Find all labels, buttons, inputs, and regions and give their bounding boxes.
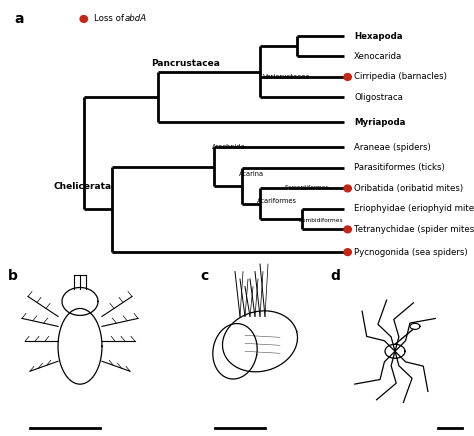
Text: Loss of: Loss of (94, 14, 127, 24)
Text: c: c (200, 269, 208, 283)
Text: Myriapoda: Myriapoda (354, 118, 406, 127)
Text: Acariformes: Acariformes (256, 198, 297, 204)
Text: Acarina: Acarina (238, 171, 264, 177)
Text: Arachnida: Arachnida (211, 144, 246, 150)
Text: Trombidiformes: Trombidiformes (298, 218, 343, 223)
Ellipse shape (344, 226, 351, 233)
Text: Cirripedia (barnacles): Cirripedia (barnacles) (354, 72, 447, 82)
Text: Pycnogonida (sea spiders): Pycnogonida (sea spiders) (354, 248, 468, 257)
Ellipse shape (344, 74, 351, 80)
Text: Pancrustacea: Pancrustacea (151, 59, 220, 68)
Ellipse shape (80, 16, 88, 22)
Text: a: a (14, 12, 24, 26)
Ellipse shape (344, 249, 351, 255)
Text: Sarcoptiformes: Sarcoptiformes (284, 185, 329, 190)
Text: Vericrustacea: Vericrustacea (263, 74, 310, 79)
Text: b: b (8, 269, 18, 283)
Text: Xenocarida: Xenocarida (354, 52, 402, 61)
Text: Hexapoda: Hexapoda (354, 31, 402, 41)
Text: d: d (330, 269, 340, 283)
Text: Tetranychidae (spider mites): Tetranychidae (spider mites) (354, 225, 474, 234)
Text: Oligostraca: Oligostraca (354, 93, 403, 102)
Text: Eriophyidae (eriophyid mites): Eriophyidae (eriophyid mites) (354, 204, 474, 213)
Ellipse shape (344, 185, 351, 192)
Text: Chelicerata: Chelicerata (54, 182, 112, 191)
Text: abdA: abdA (125, 14, 147, 24)
Text: Oribatida (oribatid mites): Oribatida (oribatid mites) (354, 184, 463, 193)
Text: Parasitiformes (ticks): Parasitiformes (ticks) (354, 164, 445, 173)
Text: Araneae (spiders): Araneae (spiders) (354, 143, 431, 152)
